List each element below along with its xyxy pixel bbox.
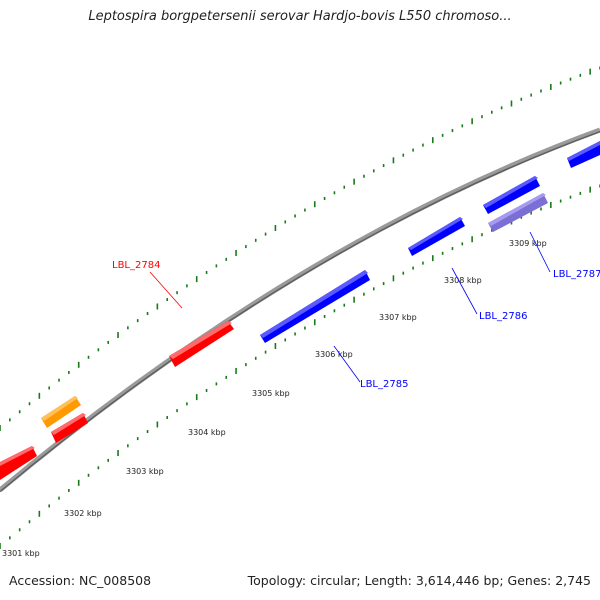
- tick-label: 3309 kbp: [509, 239, 547, 248]
- gene-label-lbl-2786[interactable]: LBL_2786: [479, 311, 527, 322]
- tick-label: 3305 kbp: [252, 389, 290, 398]
- tick-label: 3302 kbp: [64, 509, 102, 518]
- gene-lbl-2786-arrow[interactable]: [408, 217, 465, 256]
- feature-red-left-arrow[interactable]: [51, 413, 88, 443]
- genome-backbone: [0, 127, 600, 492]
- map-title: Leptospira borgpetersenii serovar Hardjo…: [88, 9, 512, 24]
- feature-blue-upper-arrow[interactable]: [483, 176, 540, 214]
- leader-line-lbl-2784: [149, 271, 183, 309]
- tick-label: 3301 kbp: [2, 549, 40, 558]
- gene-lbl-2785-arrow[interactable]: [260, 270, 370, 343]
- genome-metadata-text: Topology: circular; Length: 3,614,446 bp…: [247, 573, 591, 588]
- leader-line-lbl-2787: [529, 231, 551, 273]
- gene-label-lbl-2785[interactable]: LBL_2785: [360, 379, 408, 390]
- dotted-track-lower: [0, 184, 600, 549]
- gene-label-lbl-2784[interactable]: LBL_2784: [112, 260, 160, 271]
- tick-label: 3304 kbp: [188, 428, 226, 437]
- accession-text: Accession: NC_008508: [9, 573, 152, 588]
- gene-label-lbl-2787[interactable]: LBL_2787: [553, 269, 600, 280]
- gene-lbl-2784-arrow[interactable]: [169, 321, 234, 367]
- leader-line-lbl-2785: [333, 345, 361, 383]
- feature-red-edge-arrow[interactable]: [0, 446, 37, 480]
- tick-label: 3307 kbp: [379, 313, 417, 322]
- leader-line-lbl-2786: [451, 267, 478, 315]
- tick-label: 3303 kbp: [126, 467, 164, 476]
- gene-lbl-2787-arrow[interactable]: [488, 193, 548, 232]
- tick-label: 3306 kbp: [315, 350, 353, 359]
- dotted-track-upper: [0, 66, 600, 431]
- tick-label: 3308 kbp: [444, 276, 482, 285]
- feature-orange-arrow[interactable]: [41, 396, 81, 428]
- feature-blue-edge-arrow[interactable]: [567, 141, 600, 168]
